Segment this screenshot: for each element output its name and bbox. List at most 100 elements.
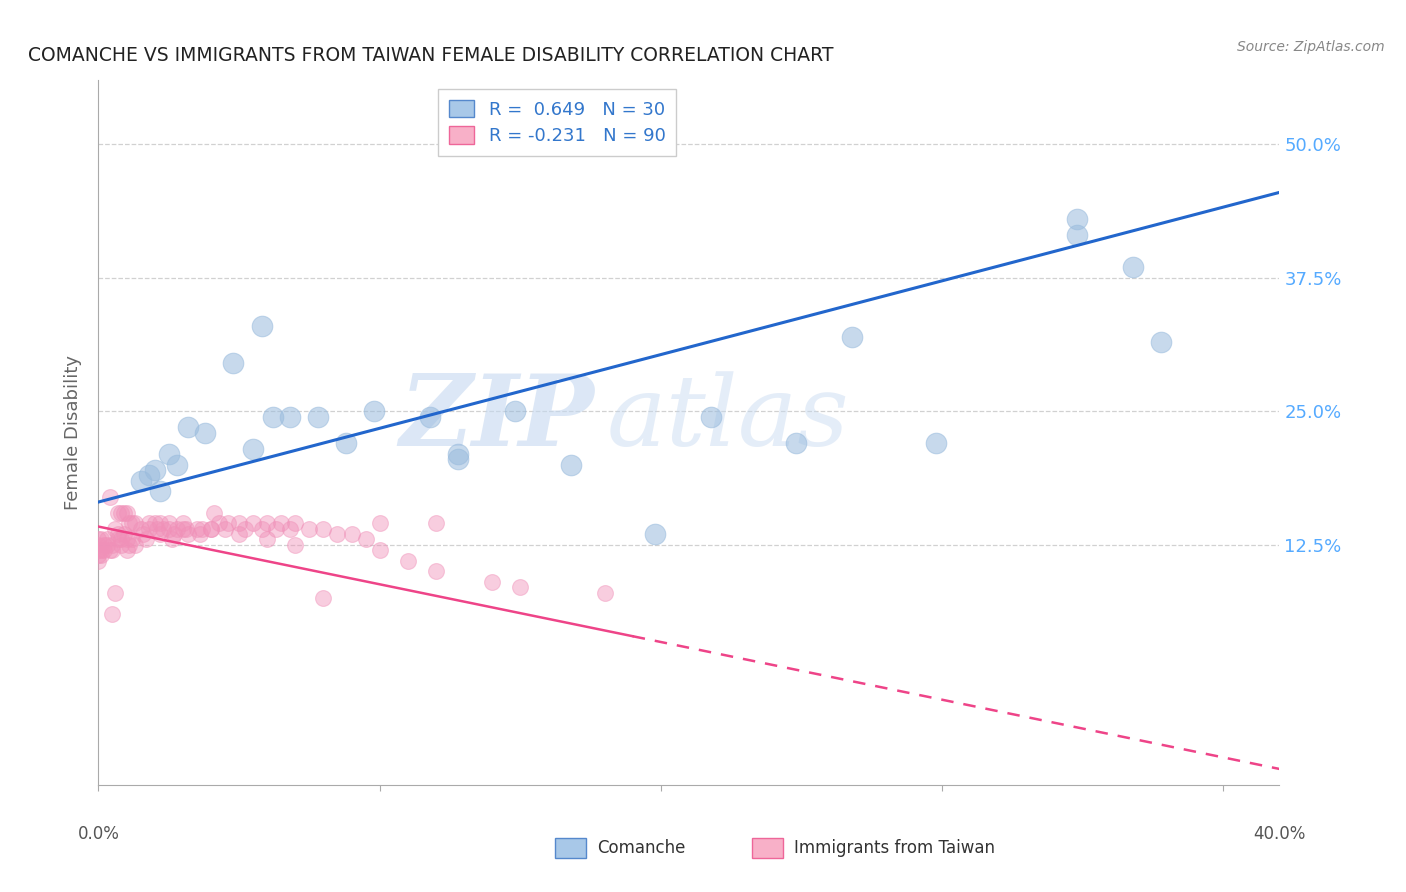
Point	[307, 409, 329, 424]
Point	[202, 506, 225, 520]
Point	[262, 409, 284, 424]
Point	[124, 538, 146, 552]
Point	[278, 522, 301, 536]
Point	[110, 538, 132, 552]
Text: Immigrants from Taiwan: Immigrants from Taiwan	[794, 839, 995, 857]
Point	[503, 404, 526, 418]
Point	[121, 533, 143, 547]
Point	[166, 458, 188, 472]
Point	[90, 549, 112, 563]
Point	[242, 442, 264, 456]
Point	[194, 425, 217, 440]
Point	[157, 522, 180, 536]
Point	[87, 533, 110, 547]
FancyBboxPatch shape	[555, 838, 586, 858]
Point	[124, 516, 146, 531]
Point	[149, 516, 172, 531]
Point	[115, 506, 138, 520]
Point	[214, 522, 236, 536]
Point	[104, 522, 127, 536]
Point	[593, 586, 616, 600]
Point	[101, 607, 124, 621]
Point	[250, 522, 273, 536]
Point	[115, 533, 138, 547]
Point	[149, 484, 172, 499]
Point	[250, 318, 273, 333]
Point	[174, 522, 197, 536]
Point	[110, 506, 132, 520]
Point	[447, 447, 470, 461]
Point	[298, 522, 321, 536]
Point	[93, 543, 115, 558]
Point	[87, 538, 110, 552]
Point	[354, 533, 377, 547]
Point	[1122, 260, 1144, 274]
Y-axis label: Female Disability: Female Disability	[65, 355, 83, 510]
Text: 40.0%: 40.0%	[1253, 825, 1306, 843]
Point	[138, 468, 160, 483]
Point	[143, 516, 166, 531]
Point	[152, 522, 174, 536]
Point	[129, 522, 152, 536]
FancyBboxPatch shape	[752, 838, 783, 858]
Point	[925, 436, 948, 450]
Point	[396, 554, 419, 568]
Point	[264, 522, 287, 536]
Point	[160, 533, 183, 547]
Point	[107, 533, 129, 547]
Text: Source: ZipAtlas.com: Source: ZipAtlas.com	[1237, 40, 1385, 54]
Point	[186, 522, 208, 536]
Point	[101, 543, 124, 558]
Point	[1150, 334, 1173, 349]
Point	[90, 533, 112, 547]
Point	[172, 516, 194, 531]
Point	[1066, 212, 1088, 227]
Point	[157, 516, 180, 531]
Point	[110, 533, 132, 547]
Point	[149, 527, 172, 541]
Point	[509, 581, 531, 595]
Point	[107, 527, 129, 541]
Point	[363, 404, 385, 418]
Point	[129, 474, 152, 488]
Point	[107, 506, 129, 520]
Point	[166, 522, 188, 536]
Point	[96, 538, 118, 552]
Point	[419, 409, 441, 424]
Point	[228, 516, 250, 531]
Point	[90, 543, 112, 558]
Point	[87, 554, 110, 568]
Point	[118, 538, 141, 552]
Point	[217, 516, 239, 531]
Point	[1066, 228, 1088, 243]
Point	[200, 522, 222, 536]
Point	[87, 549, 110, 563]
Point	[157, 447, 180, 461]
Point	[163, 527, 186, 541]
Text: COMANCHE VS IMMIGRANTS FROM TAIWAN FEMALE DISABILITY CORRELATION CHART: COMANCHE VS IMMIGRANTS FROM TAIWAN FEMAL…	[28, 45, 834, 65]
Point	[143, 463, 166, 477]
Point	[312, 522, 335, 536]
Point	[135, 533, 157, 547]
Point	[425, 516, 447, 531]
Point	[644, 527, 666, 541]
Point	[112, 527, 135, 541]
Point	[425, 565, 447, 579]
Point	[270, 516, 292, 531]
Point	[118, 516, 141, 531]
Point	[121, 516, 143, 531]
Point	[481, 575, 503, 590]
Point	[177, 527, 200, 541]
Point	[326, 527, 349, 541]
Point	[96, 533, 118, 547]
Point	[172, 522, 194, 536]
Point	[93, 538, 115, 552]
Point	[242, 516, 264, 531]
Point	[785, 436, 807, 450]
Point	[256, 533, 278, 547]
Point	[256, 516, 278, 531]
Point	[340, 527, 363, 541]
Point	[841, 329, 863, 343]
Point	[233, 522, 256, 536]
Point	[98, 490, 121, 504]
